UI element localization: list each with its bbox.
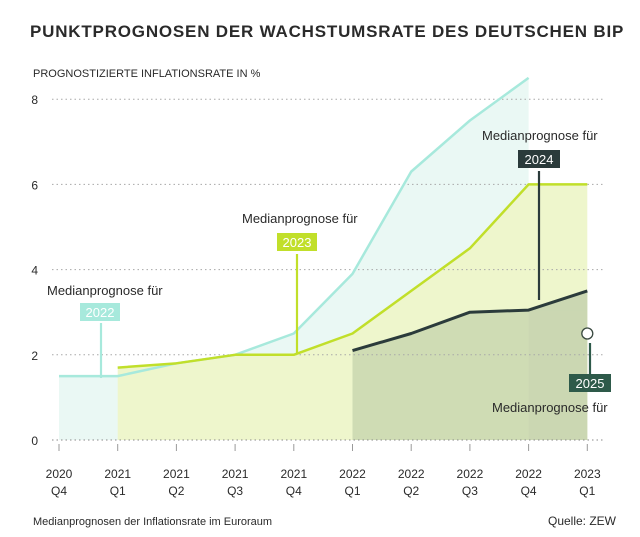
annotation-label-2022: Medianprognose für — [47, 283, 163, 298]
x-tick-label-year: 2022 — [515, 467, 542, 481]
x-tick-label-quarter: Q3 — [227, 484, 243, 498]
annotation-badge-text-2023: 2023 — [283, 235, 312, 250]
y-tick-label: 4 — [31, 264, 38, 278]
series-line-2024 — [352, 289, 588, 352]
annotation-badge-text-2025: 2025 — [576, 376, 605, 391]
x-tick-label-quarter: Q2 — [168, 484, 184, 498]
x-tick-label-quarter: Q3 — [462, 484, 478, 498]
x-tick-label-year: 2023 — [574, 467, 601, 481]
x-tick-label-quarter: Q1 — [110, 484, 126, 498]
source-label: Quelle: ZEW — [547, 514, 616, 528]
x-tick-label-quarter: Q4 — [521, 484, 537, 498]
x-tick-label-quarter: Q1 — [344, 484, 360, 498]
x-tick-label-year: 2020 — [46, 467, 73, 481]
series-line-2022 — [59, 76, 530, 378]
y-axis-label: PROGNOSTIZIERTE INFLATIONSRATE IN % — [33, 68, 261, 80]
x-tick-label-year: 2022 — [339, 467, 366, 481]
annotation-badge-text-2022: 2022 — [86, 305, 115, 320]
x-tick-label-year: 2021 — [104, 467, 131, 481]
y-tick-label: 8 — [31, 93, 38, 107]
x-tick-label-quarter: Q2 — [403, 484, 419, 498]
x-tick-label-year: 2021 — [163, 467, 190, 481]
annotation-badge-2025 — [569, 374, 611, 392]
series-point-2025 — [581, 327, 594, 340]
x-tick-label-quarter: Q1 — [579, 484, 595, 498]
y-tick-label: 0 — [31, 434, 38, 448]
annotation-badge-text-2024: 2024 — [525, 152, 554, 167]
y-tick-label: 6 — [31, 178, 38, 192]
x-tick-label-year: 2021 — [222, 467, 249, 481]
annotation-badge-2023 — [277, 233, 317, 251]
annotation-badge-2024 — [518, 150, 560, 168]
x-tick-label-year: 2021 — [280, 467, 307, 481]
footer-caption: Medianprognosen der Inflationsrate im Eu… — [33, 516, 273, 528]
annotation-label-2024: Medianprognose für — [482, 128, 598, 143]
x-tick-label-year: 2022 — [457, 467, 484, 481]
annotation-label-2025: Medianprognose für — [492, 400, 608, 415]
x-tick-label-quarter: Q4 — [51, 484, 67, 498]
series-line-2023 — [117, 183, 588, 369]
annotation-label-2023: Medianprognose für — [242, 211, 358, 226]
chart-title: PUNKTPROGNOSEN DER WACHSTUMSRATE DES DEU… — [30, 22, 625, 41]
x-tick-label-year: 2022 — [398, 467, 425, 481]
y-tick-label: 2 — [31, 349, 38, 363]
x-tick-label-quarter: Q4 — [286, 484, 302, 498]
annotation-badge-2022 — [80, 303, 120, 321]
